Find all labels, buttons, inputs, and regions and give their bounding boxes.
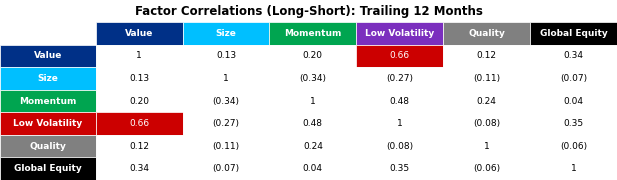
Text: 0.04: 0.04	[563, 96, 584, 105]
Bar	[443, 135, 530, 158]
Text: Size: Size	[215, 29, 236, 38]
Text: 0.35: 0.35	[563, 119, 584, 128]
Text: 0.48: 0.48	[390, 96, 410, 105]
Text: Factor Correlations (Long-Short): Trailing 12 Months: Factor Correlations (Long-Short): Traili…	[135, 4, 482, 17]
Bar	[443, 45, 530, 67]
Bar	[357, 158, 443, 180]
Text: 0.12: 0.12	[129, 142, 149, 151]
Bar	[443, 112, 530, 135]
Text: 1: 1	[484, 142, 489, 151]
Text: 0.24: 0.24	[477, 96, 497, 105]
Bar	[96, 135, 183, 158]
Bar	[443, 22, 530, 45]
Bar	[96, 45, 183, 67]
Text: 0.48: 0.48	[303, 119, 323, 128]
Bar	[270, 45, 357, 67]
Text: 0.13: 0.13	[129, 74, 149, 83]
Text: (0.08): (0.08)	[473, 119, 500, 128]
Bar	[530, 158, 617, 180]
Text: Quality: Quality	[468, 29, 505, 38]
Bar	[530, 22, 617, 45]
Bar	[357, 90, 443, 112]
Text: 0.24: 0.24	[303, 142, 323, 151]
Text: 0.34: 0.34	[563, 51, 584, 60]
Bar	[530, 45, 617, 67]
Text: (0.06): (0.06)	[560, 142, 587, 151]
Bar	[270, 67, 357, 90]
Text: 0.20: 0.20	[129, 96, 149, 105]
Bar	[183, 112, 270, 135]
Bar	[96, 67, 183, 90]
Text: Global Equity: Global Equity	[14, 164, 81, 173]
Text: (0.34): (0.34)	[299, 74, 326, 83]
Text: 0.66: 0.66	[390, 51, 410, 60]
Text: (0.27): (0.27)	[386, 74, 413, 83]
Bar	[357, 135, 443, 158]
Bar	[0, 45, 96, 67]
Text: 0.34: 0.34	[129, 164, 149, 173]
Text: (0.07): (0.07)	[212, 164, 239, 173]
Bar	[183, 135, 270, 158]
Bar	[270, 112, 357, 135]
Text: 0.66: 0.66	[129, 119, 149, 128]
Bar	[270, 135, 357, 158]
Bar	[530, 135, 617, 158]
Bar	[0, 135, 96, 158]
Bar	[443, 90, 530, 112]
Text: 1: 1	[397, 119, 403, 128]
Bar	[357, 45, 443, 67]
Bar	[270, 158, 357, 180]
Bar	[183, 90, 270, 112]
Text: 1: 1	[571, 164, 576, 173]
Text: 1: 1	[136, 51, 142, 60]
Text: 0.04: 0.04	[303, 164, 323, 173]
Text: Low Volatility: Low Volatility	[13, 119, 83, 128]
Text: 0.20: 0.20	[303, 51, 323, 60]
Text: (0.27): (0.27)	[212, 119, 239, 128]
Bar	[357, 67, 443, 90]
Bar	[183, 45, 270, 67]
Bar	[183, 158, 270, 180]
Text: 1: 1	[223, 74, 229, 83]
Bar	[443, 67, 530, 90]
Text: (0.06): (0.06)	[473, 164, 500, 173]
Text: (0.08): (0.08)	[386, 142, 413, 151]
Bar	[183, 67, 270, 90]
Bar	[0, 22, 96, 45]
Bar	[96, 112, 183, 135]
Text: Value: Value	[34, 51, 62, 60]
Text: Global Equity: Global Equity	[540, 29, 607, 38]
Text: (0.34): (0.34)	[212, 96, 239, 105]
Bar	[96, 90, 183, 112]
Text: Low Volatility: Low Volatility	[365, 29, 434, 38]
Text: (0.07): (0.07)	[560, 74, 587, 83]
Bar	[270, 90, 357, 112]
Text: 0.12: 0.12	[477, 51, 497, 60]
Bar	[530, 90, 617, 112]
Bar	[0, 112, 96, 135]
Text: (0.11): (0.11)	[212, 142, 239, 151]
Bar	[96, 158, 183, 180]
Bar	[0, 90, 96, 112]
Text: Momentum: Momentum	[284, 29, 342, 38]
Text: 1: 1	[310, 96, 316, 105]
Text: Size: Size	[38, 74, 58, 83]
Bar	[0, 158, 96, 180]
Bar	[357, 22, 443, 45]
Bar	[270, 22, 357, 45]
Text: Momentum: Momentum	[19, 96, 77, 105]
Bar	[183, 22, 270, 45]
Bar	[530, 67, 617, 90]
Bar	[96, 22, 183, 45]
Text: Quality: Quality	[30, 142, 66, 151]
Text: 0.35: 0.35	[390, 164, 410, 173]
Text: (0.11): (0.11)	[473, 74, 500, 83]
Text: 0.13: 0.13	[216, 51, 236, 60]
Text: Value: Value	[125, 29, 153, 38]
Bar	[443, 158, 530, 180]
Bar	[0, 67, 96, 90]
Bar	[357, 112, 443, 135]
Bar	[530, 112, 617, 135]
